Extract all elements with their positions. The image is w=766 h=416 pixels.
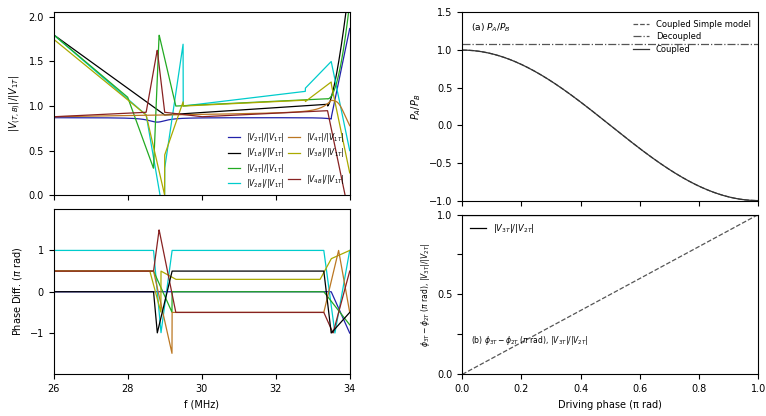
Y-axis label: Phase Diff. ($\pi$ rad): Phase Diff. ($\pi$ rad) <box>11 247 24 337</box>
Text: (b) $\phi_{3T}-\phi_{2T}$ ($\pi$ rad), $|V_{3T}|/|V_{2T}|$: (b) $\phi_{3T}-\phi_{2T}$ ($\pi$ rad), $… <box>471 334 588 347</box>
Legend: Coupled Simple model, Decoupled, Coupled: Coupled Simple model, Decoupled, Coupled <box>629 17 755 57</box>
Y-axis label: $|V_{(T,B)}|/|V_{1T}|$: $|V_{(T,B)}|/|V_{1T}|$ <box>8 75 23 132</box>
X-axis label: Driving phase (π rad): Driving phase (π rad) <box>558 400 663 410</box>
Text: (a) $P_A/P_B$: (a) $P_A/P_B$ <box>471 22 511 35</box>
Y-axis label: $\phi_{3T}-\phi_{2T}$ ($\pi$ rad), $|V_{3T}|/|V_{2T}|$: $\phi_{3T}-\phi_{2T}$ ($\pi$ rad), $|V_{… <box>418 243 431 347</box>
Y-axis label: $P_A/P_B$: $P_A/P_B$ <box>410 94 424 120</box>
X-axis label: f (MHz): f (MHz) <box>184 400 219 410</box>
Legend: $|V_{2T}|/|V_{1T}|$, $|V_{1B}|/|V_{1T}|$, $|V_{3T}|/|V_{1T}|$, $|V_{2B}|/|V_{1T}: $|V_{2T}|/|V_{1T}|$, $|V_{1B}|/|V_{1T}|$… <box>227 129 346 191</box>
Legend: $|V_{3T}|/|V_{2T}|$: $|V_{3T}|/|V_{2T}|$ <box>466 219 538 238</box>
